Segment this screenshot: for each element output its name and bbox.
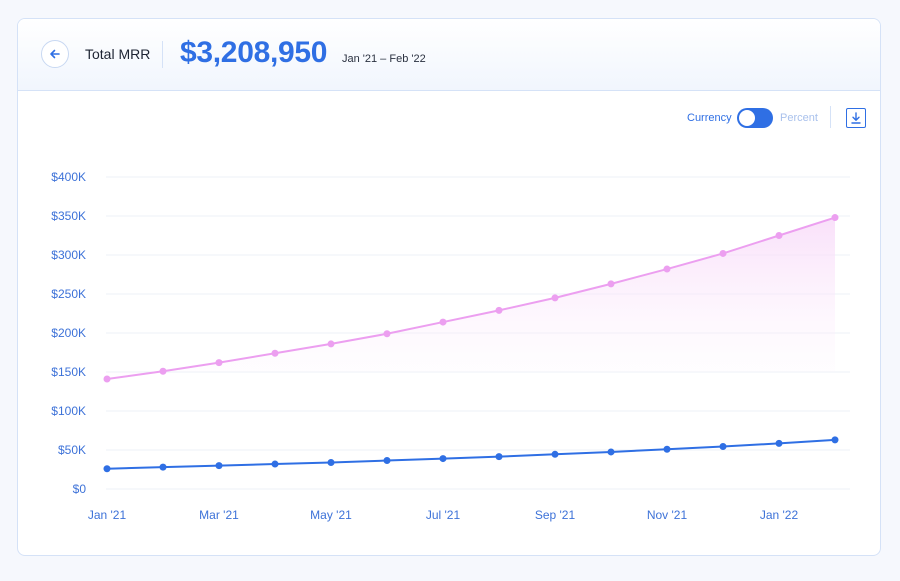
- header-divider: [162, 41, 163, 68]
- data-point[interactable]: [775, 439, 783, 447]
- series-line: [106, 438, 836, 470]
- data-point[interactable]: [607, 280, 615, 288]
- currency-toggle-label[interactable]: Currency: [687, 112, 732, 124]
- data-point[interactable]: [495, 306, 503, 314]
- data-point[interactable]: [215, 359, 223, 367]
- mrr-card: Total MRR $3,208,950 Jan '21 – Feb '22 C…: [17, 18, 881, 556]
- data-point[interactable]: [551, 450, 559, 458]
- data-point[interactable]: [439, 455, 447, 463]
- x-tick-label: Mar '21: [199, 508, 239, 522]
- y-tick-label: $200K: [51, 326, 86, 340]
- series-line: [106, 216, 836, 381]
- data-point[interactable]: [103, 465, 111, 473]
- y-axis-labels: $0 $50K $100K $150K $200K $250K $300K $350K $400…: [51, 170, 86, 496]
- toggle-knob: [739, 110, 755, 126]
- download-button[interactable]: [846, 108, 866, 128]
- x-tick-label: Jan '21: [88, 508, 127, 522]
- y-tick-label: $250K: [51, 287, 86, 301]
- back-button[interactable]: [41, 40, 69, 68]
- data-point[interactable]: [159, 463, 167, 471]
- data-point[interactable]: [327, 340, 335, 348]
- data-point[interactable]: [663, 445, 671, 453]
- data-point[interactable]: [439, 318, 447, 326]
- data-point[interactable]: [327, 458, 335, 466]
- data-point[interactable]: [663, 265, 671, 273]
- y-tick-label: $400K: [51, 170, 86, 184]
- series-1: [103, 214, 839, 383]
- data-point[interactable]: [271, 460, 279, 468]
- currency-percent-toggle[interactable]: [737, 108, 773, 128]
- x-tick-label: Sep '21: [535, 508, 576, 522]
- series-2: [103, 436, 839, 473]
- x-tick-label: Jul '21: [426, 508, 461, 522]
- data-point[interactable]: [551, 294, 559, 302]
- y-tick-label: $0: [73, 482, 87, 496]
- x-tick-label: Nov '21: [647, 508, 688, 522]
- mrr-line-chart: $0 $50K $100K $150K $200K $250K $300K $350K $400…: [51, 170, 850, 522]
- toolbar-divider: [830, 106, 831, 128]
- data-point[interactable]: [103, 375, 111, 383]
- x-tick-label: May '21: [310, 508, 352, 522]
- date-range: Jan '21 – Feb '22: [342, 53, 426, 65]
- series-area: [107, 217, 835, 380]
- y-tick-label: $150K: [51, 365, 86, 379]
- y-tick-label: $350K: [51, 209, 86, 223]
- data-point[interactable]: [271, 349, 279, 357]
- data-point[interactable]: [215, 462, 223, 470]
- x-tick-label: Jan '22: [760, 508, 799, 522]
- metric-name: Total MRR: [85, 46, 151, 62]
- series-layer: [103, 214, 839, 473]
- data-point[interactable]: [719, 249, 727, 257]
- data-point[interactable]: [607, 448, 615, 456]
- data-point[interactable]: [719, 442, 727, 450]
- data-point[interactable]: [383, 457, 391, 465]
- x-axis-labels: Jan '21 Mar '21 May '21 Jul '21 Sep '21 Nov '…: [88, 508, 799, 522]
- total-value: $3,208,950: [180, 36, 328, 69]
- data-point[interactable]: [831, 214, 839, 222]
- data-point[interactable]: [775, 232, 783, 239]
- data-point[interactable]: [495, 453, 503, 461]
- percent-toggle-label[interactable]: Percent: [780, 112, 818, 124]
- data-point[interactable]: [159, 367, 167, 375]
- card-header: Total MRR $3,208,950 Jan '21 – Feb '22: [18, 19, 880, 91]
- data-point[interactable]: [831, 436, 839, 444]
- download-icon: [851, 112, 861, 124]
- y-tick-label: $100K: [51, 404, 86, 418]
- y-tick-label: $50K: [58, 443, 86, 457]
- data-point[interactable]: [383, 330, 391, 338]
- arrow-left-icon: [50, 49, 60, 59]
- y-tick-label: $300K: [51, 248, 86, 262]
